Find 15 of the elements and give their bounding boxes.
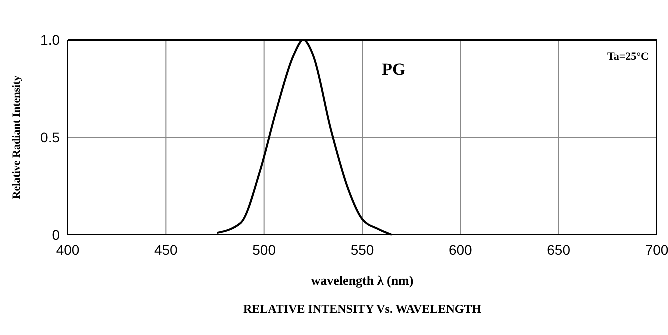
text: PG	[382, 60, 406, 80]
x-tick-label: 700	[645, 242, 668, 258]
x-tick-label: 650	[547, 242, 571, 258]
x-axis-title: wavelength λ (nm)	[311, 273, 414, 288]
y-axis-title: Relative Radiant Intensity	[11, 75, 23, 200]
y-tick-label: 1.0	[40, 32, 60, 48]
y-tick-label: 0	[52, 227, 60, 243]
text: RELATIVE INTENSITY Vs. WAVELENGTH	[243, 302, 482, 316]
x-tick-label: 400	[56, 242, 80, 258]
y-tick-label: 0.5	[40, 130, 60, 146]
x-tick-label: 600	[448, 242, 473, 258]
annotation: Ta=25°C	[608, 51, 650, 63]
x-tick-label: 450	[154, 242, 178, 258]
x-tick-label: 550	[350, 242, 374, 258]
x-tick-label: 500	[252, 242, 276, 258]
